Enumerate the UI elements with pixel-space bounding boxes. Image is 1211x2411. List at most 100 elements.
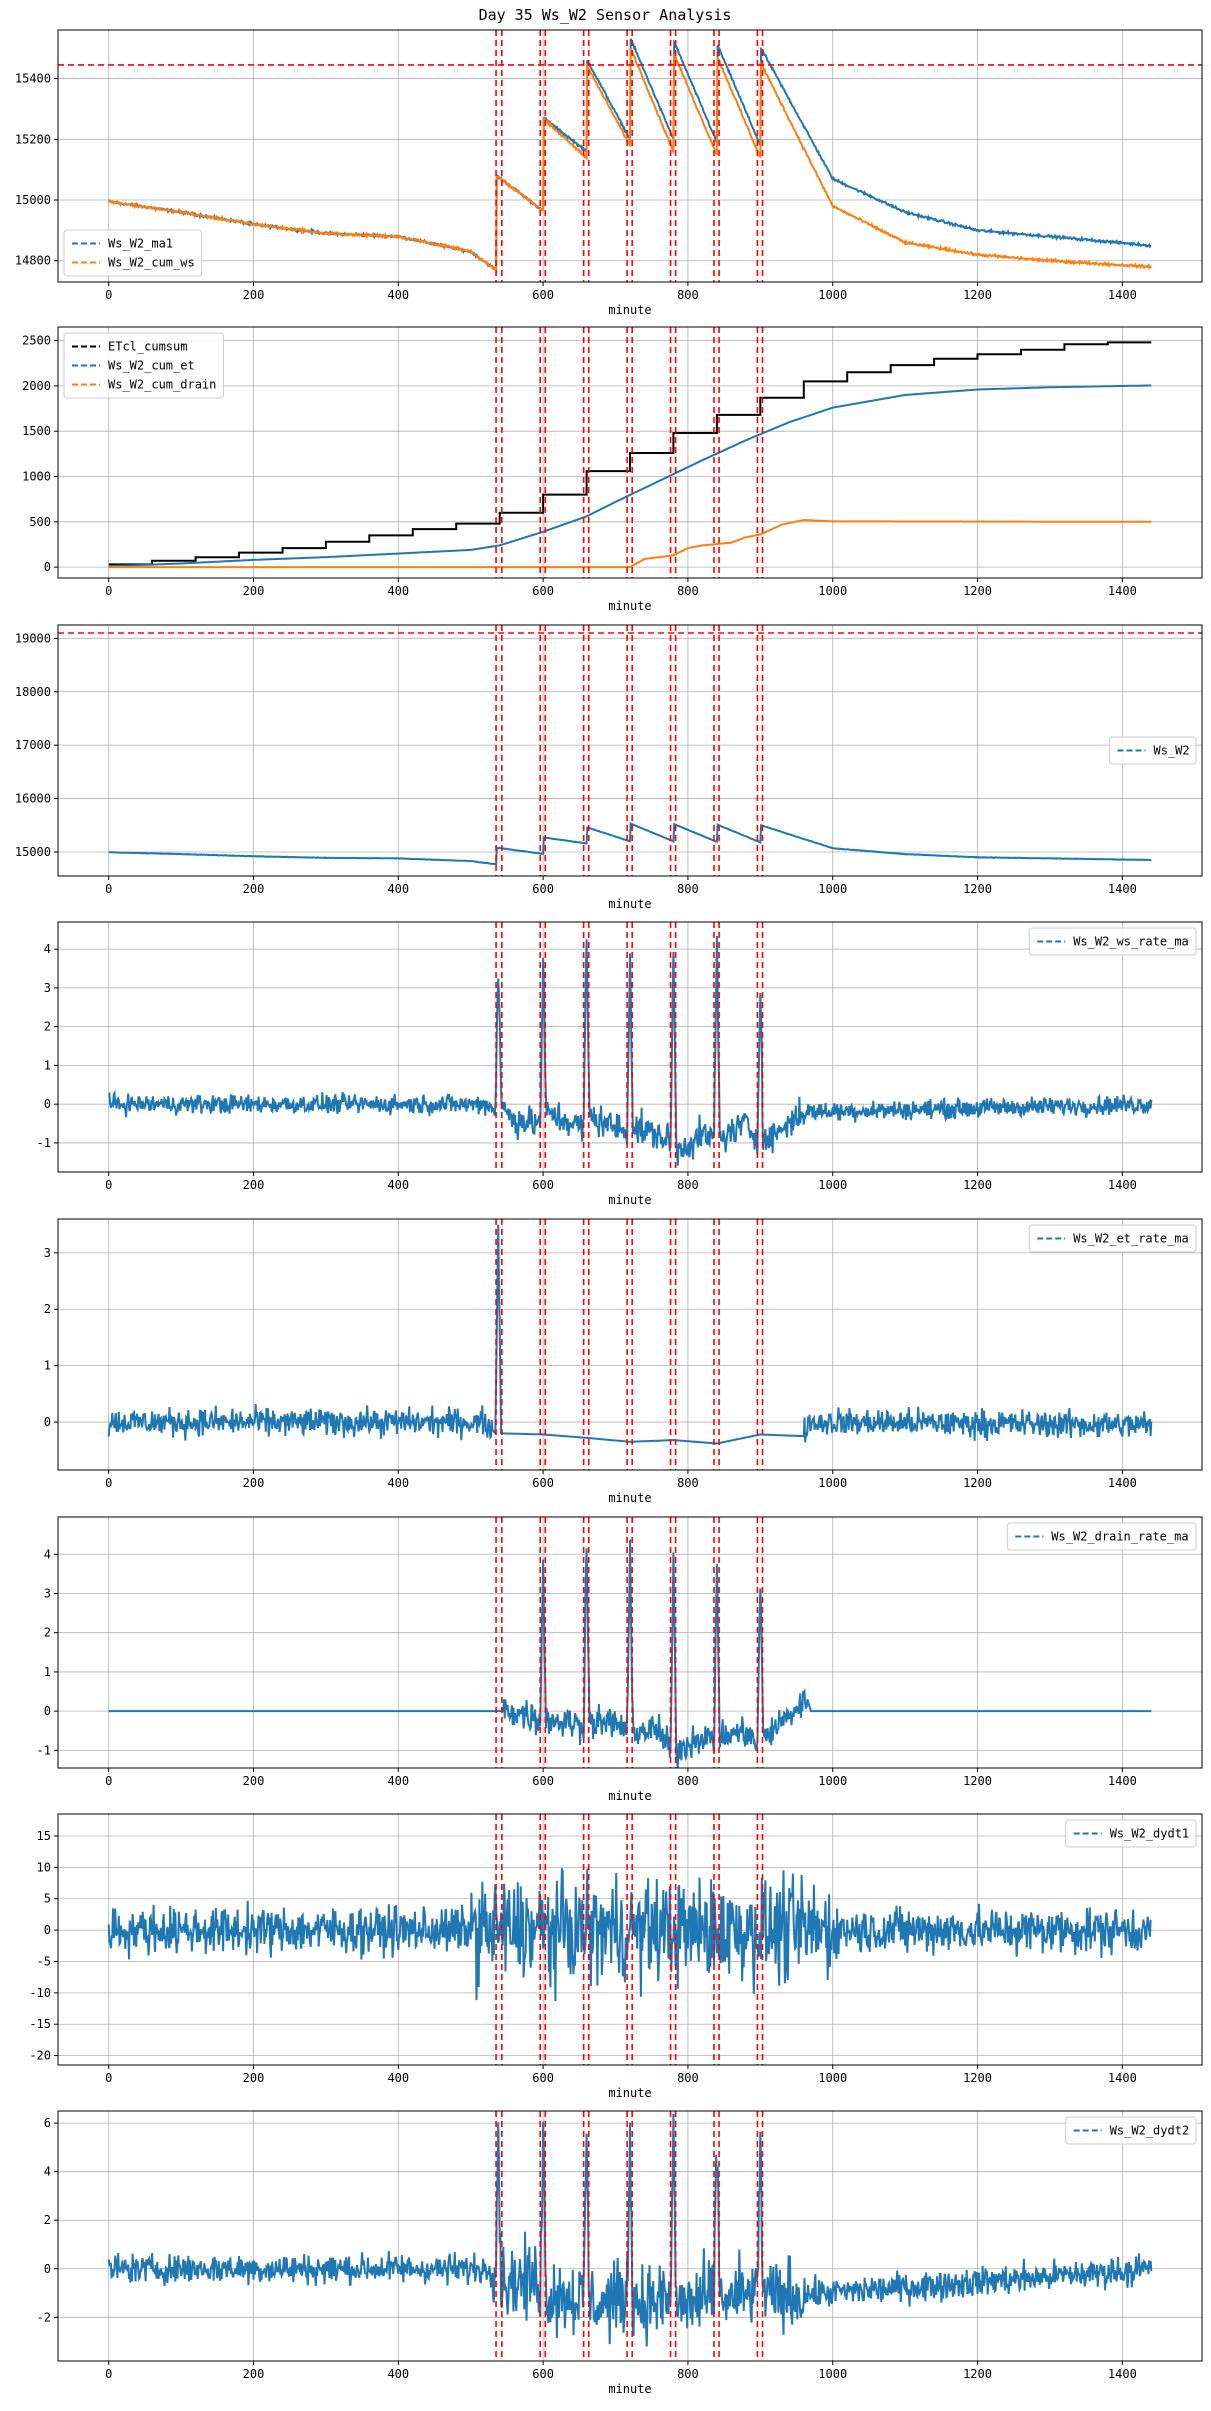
y-tick-label: 14800 [15,254,51,268]
legend: Ws_W2_ws_rate_ma [1028,927,1197,956]
x-tick-label: 1200 [963,2367,992,2381]
x-tick-label: 1000 [818,1178,847,1192]
x-tick-label: 400 [387,1178,409,1192]
x-tick-label: 600 [532,288,554,302]
x-tick-label: 1000 [818,882,847,896]
plot-area [58,30,1202,282]
legend-label: Ws_W2_dydt1 [1110,1827,1189,1841]
subplot-5: 0 200 400 600 800 1000 1200 1400 0 1 2 3 minute Ws_W2… [44,1218,1203,1505]
x-tick-label: 200 [243,584,265,598]
y-tick-label: 19000 [15,631,51,645]
legend-label: ETcl_cumsum [108,340,187,354]
subplot-1: 0 200 400 600 800 1000 1200 1400 14800 15000 15200… [15,29,1203,317]
x-tick-label: 200 [243,288,265,302]
y-tick-label: 6 [44,2116,51,2130]
legend: Ws_W2 [1109,736,1197,765]
x-tick-label: 0 [105,1476,112,1490]
series-line [107,1868,1152,2002]
x-tick-label: 1000 [818,288,847,302]
x-tick-label: 400 [387,288,409,302]
x-tick-label: 800 [677,1476,699,1490]
x-tick-label: 1000 [818,1774,847,1788]
subplot-4: 0 200 400 600 800 1000 1200 1400 -1 0 1 2 3 4 minute Ws… [37,921,1203,1207]
legend-box [63,332,224,399]
subplot-7: 0 200 400 600 800 1000 1200 1400 -20 -15 -10 -5 0 5 10… [29,1813,1203,2100]
plot-area [58,625,1202,876]
x-tick-label: 600 [532,2071,554,2085]
x-tick-label: 1400 [1108,1178,1137,1192]
y-tick-label: 2 [44,2213,51,2227]
x-tick-label: 400 [387,1476,409,1490]
x-tick-label: 1400 [1108,288,1137,302]
legend-box [1065,1819,1197,1848]
x-tick-label: 200 [243,2071,265,2085]
y-tick-label: 3 [44,1246,51,1260]
x-tick-label: 1200 [963,584,992,598]
x-tick-label: 200 [243,1178,265,1192]
x-tick-label: 200 [243,2367,265,2381]
y-tick-label: 500 [29,515,51,529]
x-axis-label: minute [608,303,651,317]
x-axis-label: minute [608,1193,651,1207]
x-axis-label: minute [608,897,651,911]
legend-label: Ws_W2_cum_drain [108,378,216,392]
x-tick-label: 400 [387,584,409,598]
x-tick-label: 800 [677,288,699,302]
y-tick-label: 16000 [15,792,51,806]
x-tick-label: 0 [105,2071,112,2085]
y-tick-label: -1 [37,1743,51,1757]
y-tick-label: 2 [44,1020,51,1034]
x-tick-label: 1200 [963,2071,992,2085]
x-tick-label: 1400 [1108,1476,1137,1490]
y-tick-label: -5 [37,1954,51,1968]
x-tick-label: 0 [105,882,112,896]
y-tick-label: 1500 [22,424,51,438]
legend-label: Ws_W2_cum_ws [108,256,195,270]
x-tick-label: 400 [387,882,409,896]
x-tick-label: 600 [532,1178,554,1192]
legend: Ws_W2_drain_rate_ma [1006,1522,1197,1551]
y-tick-label: -15 [29,2017,51,2031]
x-tick-label: 1200 [963,882,992,896]
panels-group: 0 200 400 600 800 1000 1200 1400148001500015200… [15,29,1203,2396]
y-tick-label: 3 [44,981,51,995]
y-tick-label: 0 [44,2262,51,2276]
x-tick-label: 0 [105,288,112,302]
y-tick-label: 2 [44,1626,51,1640]
y-tick-label: 1 [44,1359,51,1373]
y-tick-label: -10 [29,1986,51,2000]
series-line [108,519,1152,569]
y-tick-label: 1 [44,1058,51,1072]
y-tick-label: 0 [44,1704,51,1718]
x-tick-label: 800 [677,1774,699,1788]
x-tick-label: 800 [677,584,699,598]
x-tick-label: 400 [387,1774,409,1788]
y-tick-label: 0 [44,1923,51,1937]
y-tick-label: 1 [44,1665,51,1679]
x-tick-label: 800 [677,882,699,896]
plot-area [107,1814,1152,2065]
plot-area [108,327,1152,578]
legend-label: Ws_W2_drain_rate_ma [1051,1530,1188,1544]
legend-label: Ws_W2_ma1 [108,237,173,251]
x-tick-label: 1000 [818,1476,847,1490]
y-tick-label: 15000 [15,193,51,207]
legend: Ws_W2_dydt2 [1065,2116,1197,2145]
x-tick-label: 0 [105,1178,112,1192]
x-axis-label: minute [608,1789,651,1803]
x-axis-label: minute [608,599,651,613]
x-tick-label: 1200 [963,288,992,302]
x-tick-label: 800 [677,2071,699,2085]
plot-area [107,1219,1153,1470]
x-axis-label: minute [608,2086,651,2100]
plot-area [107,922,1153,1172]
axes-frame [57,921,1203,1173]
y-tick-label: 4 [44,1547,51,1561]
y-tick-label: 10 [37,1860,51,1874]
plot-area [107,2111,1153,2361]
x-tick-label: 200 [243,1774,265,1788]
y-tick-label: 0 [44,560,51,574]
legend-label: Ws_W2_cum_et [108,359,195,373]
x-tick-label: 800 [677,2367,699,2381]
